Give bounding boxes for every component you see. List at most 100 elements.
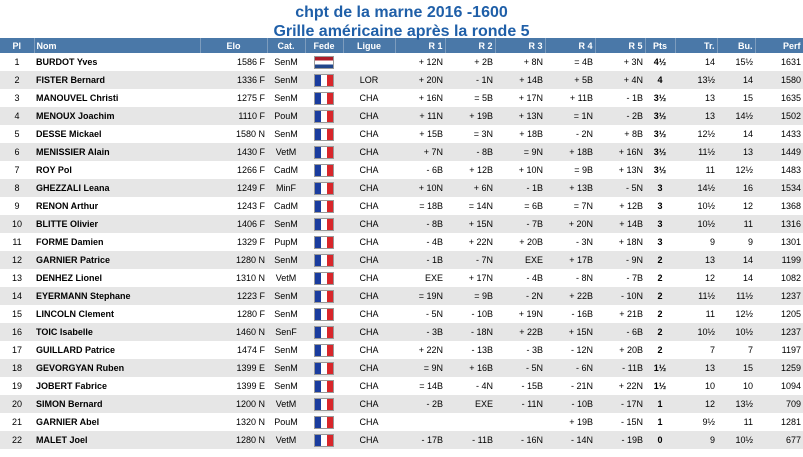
player-federation [305,395,343,413]
table-row[interactable]: 4 MENOUX Joachim 1110 F PouM CHA + 11N + 19B + … [0,107,803,125]
player-tiebreak-tr: 13 [675,107,717,125]
col-header-perf[interactable]: Perf [755,38,803,53]
player-points: 3½ [645,161,675,179]
player-points: 3 [645,197,675,215]
table-row[interactable]: 22 MALET Joel 1280 N VetM CHA - 17B - 11B - 16N… [0,431,803,449]
round-4-result: - 21N [545,377,595,395]
table-row[interactable]: 17 GUILLARD Patrice 1474 F SenM CHA + 22N - 13… [0,341,803,359]
player-federation [305,197,343,215]
player-league: CHA [343,107,395,125]
table-row[interactable]: 3 MANOUVEL Christi 1275 F SenM CHA + 16N = 5B +… [0,89,803,107]
player-name: RENON Arthur [34,197,200,215]
table-row[interactable]: 21 GARNIER Abel 1320 N PouM CHA + 19B - 15N 1 9½… [0,413,803,431]
table-row[interactable]: 19 JOBERT Fabrice 1399 E SenM CHA = 14B - 4N - … [0,377,803,395]
player-tiebreak-tr: 13 [675,89,717,107]
table-row[interactable]: 2 FISTER Bernard 1336 F SenM LOR + 20N - 1N + 1… [0,71,803,89]
player-buchholz: 13½ [717,395,755,413]
table-row[interactable]: 5 DESSE Mickael 1580 N SenM CHA + 15B = 3N + 18… [0,125,803,143]
round-5-result: - 9N [595,251,645,269]
player-category: CadM [267,161,305,179]
player-tiebreak-tr: 9½ [675,413,717,431]
player-elo: 1399 E [200,377,267,395]
player-elo: 1430 F [200,143,267,161]
player-performance: 1316 [755,215,803,233]
player-rank: 13 [0,269,34,287]
table-row[interactable]: 12 GARNIER Patrice 1280 N SenM CHA - 1B - 7N EX… [0,251,803,269]
player-league: CHA [343,179,395,197]
player-name: MANOUVEL Christi [34,89,200,107]
player-name: GARNIER Patrice [34,251,200,269]
col-header-cat[interactable]: Cat. [267,38,306,53]
player-tiebreak-tr: 7 [675,341,717,359]
fr-flag-icon [314,343,334,357]
player-league [343,53,395,71]
player-elo: 1329 F [200,233,267,251]
player-rank: 15 [0,305,34,323]
round-3-result: - 11N [495,395,545,413]
col-header-bu[interactable]: Bu. [717,38,756,53]
table-row[interactable]: 11 FORME Damien 1329 F PupM CHA - 4B + 22N + 20… [0,233,803,251]
player-tiebreak-tr: 14 [675,53,717,71]
player-name: JOBERT Fabrice [34,377,200,395]
round-4-result: + 18B [545,143,595,161]
col-header-pl[interactable]: Pl [0,38,35,53]
round-5-result: - 2B [595,107,645,125]
table-row[interactable]: 1 BURDOT Yves 1586 F SenM + 12N + 2B + 8N = 4B +… [0,53,803,71]
player-league: CHA [343,161,395,179]
col-header-tr[interactable]: Tr. [675,38,718,53]
col-header-r2[interactable]: R 2 [445,38,496,53]
player-tiebreak-tr: 10 [675,377,717,395]
round-5-result: - 6B [595,323,645,341]
col-header-elo[interactable]: Elo [200,38,268,53]
player-federation [305,431,343,449]
table-row[interactable]: 7 ROY Pol 1266 F CadM CHA - 6B + 12B + 10N = 9B +… [0,161,803,179]
table-row[interactable]: 14 EYERMANN Stephane 1223 F SenM CHA = 19N = 9… [0,287,803,305]
table-row[interactable]: 15 LINCOLN Clement 1280 F SenM CHA - 5N - 10B +… [0,305,803,323]
fr-flag-icon [314,361,334,375]
player-rank: 21 [0,413,34,431]
player-category: SenM [267,125,305,143]
col-header-r3[interactable]: R 3 [495,38,546,53]
player-tiebreak-tr: 11 [675,161,717,179]
round-4-result: + 11B [545,89,595,107]
col-header-fede[interactable]: Fede [305,38,344,53]
player-elo: 1399 E [200,359,267,377]
table-row[interactable]: 20 SIMON Bernard 1200 N VetM CHA - 2B EXE - 11N… [0,395,803,413]
table-row[interactable]: 9 RENON Arthur 1243 F CadM CHA = 18B = 14N = 6B… [0,197,803,215]
col-header-nom[interactable]: Nom [34,38,201,53]
table-row[interactable]: 13 DENHEZ Lionel 1310 N VetM CHA EXE + 17N - 4B… [0,269,803,287]
table-row[interactable]: 18 GEVORGYAN Ruben 1399 E SenM CHA = 9N + 16B -… [0,359,803,377]
player-buchholz: 10½ [717,431,755,449]
round-2-result: - 4N [445,377,495,395]
col-header-ligue[interactable]: Ligue [343,38,396,53]
player-name: GEVORGYAN Ruben [34,359,200,377]
player-tiebreak-tr: 11 [675,305,717,323]
table-row[interactable]: 6 MENISSIER Alain 1430 F VetM CHA + 7N - 8B = 9… [0,143,803,161]
player-rank: 11 [0,233,34,251]
table-row[interactable]: 10 BLITTE Olivier 1406 F SenM CHA - 8B + 15N - … [0,215,803,233]
player-points: 3½ [645,125,675,143]
col-header-r5[interactable]: R 5 [595,38,646,53]
round-4-result: - 3N [545,233,595,251]
round-1-result: - 5N [395,305,445,323]
col-header-pts[interactable]: Pts [645,38,676,53]
player-league: CHA [343,251,395,269]
player-category: SenM [267,71,305,89]
player-name: DENHEZ Lionel [34,269,200,287]
round-1-result: EXE [395,269,445,287]
player-buchholz: 14 [717,251,755,269]
round-4-result: + 17B [545,251,595,269]
col-header-r4[interactable]: R 4 [545,38,596,53]
table-row[interactable]: 16 TOIC Isabelle 1460 N SenF CHA - 3B - 18N + 2… [0,323,803,341]
player-performance: 1199 [755,251,803,269]
fr-flag-icon [314,145,334,159]
player-league: CHA [343,377,395,395]
round-1-result: + 16N [395,89,445,107]
table-row[interactable]: 8 GHEZZALI Leana 1249 F MinF CHA + 10N + 6N - 1… [0,179,803,197]
player-buchholz: 11 [717,413,755,431]
player-name: FORME Damien [34,233,200,251]
round-4-result: - 10B [545,395,595,413]
col-header-r1[interactable]: R 1 [395,38,446,53]
player-buchholz: 14 [717,269,755,287]
round-4-result: - 8N [545,269,595,287]
